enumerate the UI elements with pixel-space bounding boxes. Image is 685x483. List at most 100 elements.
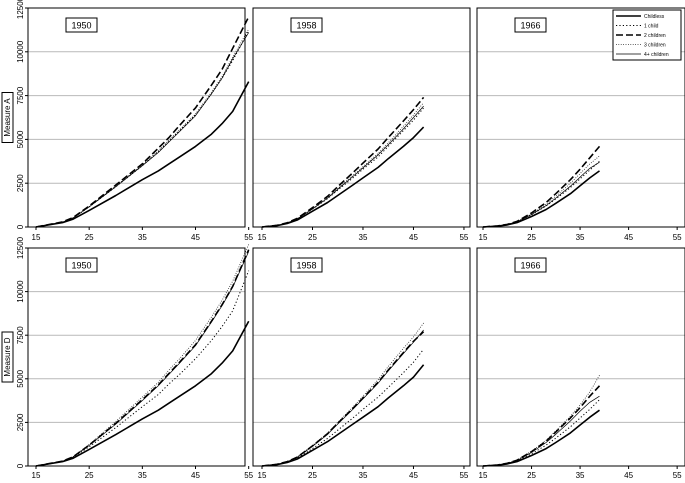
cohort-label: 1950: [71, 21, 91, 31]
cohort-label-box: [290, 17, 323, 33]
series-line-2-children: [261, 331, 425, 467]
series-line-1-child: [261, 348, 424, 467]
series-line-childless: [35, 320, 250, 467]
series-line-childless: [482, 409, 600, 467]
x-tick-label: 45: [409, 233, 418, 242]
panel-frame: [476, 7, 685, 228]
cohort-label: 1958: [296, 21, 316, 31]
y-tick-label: 2500: [16, 174, 25, 192]
legend-label-3-children: 3 children: [644, 42, 666, 48]
series-line-childless: [482, 170, 600, 228]
row-label-box: [1, 92, 14, 143]
cohort-label: 1958: [296, 261, 316, 271]
cohort-label-box: [65, 257, 98, 273]
panel-frame: [252, 7, 471, 228]
x-tick-label: 15: [258, 233, 267, 242]
x-tick-label: 35: [359, 233, 368, 242]
series-line-4plus-children: [482, 395, 600, 467]
panel-frame: [27, 7, 246, 228]
panel-2-3: 15 25 35 45 55 1966: [476, 247, 685, 480]
series-line-childless: [261, 126, 425, 228]
cohort-label: 1966: [520, 21, 540, 31]
row-label-1: Measure A: [1, 92, 14, 143]
cohort-label: 1950: [71, 261, 91, 271]
x-tick-label: 55: [673, 471, 682, 480]
x-tick-label: 15: [479, 471, 488, 480]
x-tick-label: 25: [85, 233, 94, 242]
x-tick-label: 45: [409, 471, 418, 480]
y-tick-label: 2500: [16, 413, 25, 431]
panel-frame: [252, 247, 471, 467]
x-tick-label: 45: [191, 233, 200, 242]
y-tick-label: 10000: [16, 40, 25, 63]
x-tick-label: 45: [624, 233, 633, 242]
x-tick-label: 25: [527, 471, 536, 480]
legend: Childless 1 child 2 children 3 children 4+ c…: [612, 9, 682, 61]
x-tick-label: 25: [308, 233, 317, 242]
x-tick-label: 25: [527, 233, 536, 242]
panel-frame: [27, 247, 246, 467]
x-tick-label: 15: [32, 233, 41, 242]
x-tick-label: 35: [138, 233, 147, 242]
cohort-label-box: [514, 257, 547, 273]
series-line-2-children: [482, 385, 601, 467]
y-tick-label: 12500: [16, 236, 25, 259]
legend-label-2-children: 2 children: [644, 33, 666, 39]
panel-1-1: 15 25 35 45 55 1950: [27, 7, 254, 242]
series-line-4plus-children: [35, 251, 250, 467]
x-tick-label: 35: [359, 471, 368, 480]
legend-label-4plus-children: 4+ children: [644, 52, 669, 58]
y-tick-label: 7500: [16, 326, 25, 344]
x-tick-label: 55: [244, 471, 253, 480]
x-tick-label: 15: [479, 233, 488, 242]
y-tick-label: 12500: [16, 0, 25, 19]
cohort-label-box: [514, 17, 547, 33]
series-line-2-children: [482, 145, 601, 228]
x-tick-label: 25: [85, 471, 94, 480]
panel-2-1: 15 25 35 45 55 1950: [27, 244, 254, 480]
row-label-box: [1, 331, 14, 383]
y-tick-label: 5000: [16, 130, 25, 148]
x-tick-label: 35: [576, 233, 585, 242]
series-line-3-children: [261, 102, 424, 228]
row-label-text: Measure A: [3, 98, 12, 137]
cohort-label: 1966: [520, 261, 540, 271]
x-tick-label: 35: [576, 471, 585, 480]
series-line-4plus-children: [261, 105, 424, 228]
legend-box: [612, 9, 682, 61]
legend-label-1-child: 1 child: [644, 23, 659, 29]
x-tick-label: 15: [258, 471, 267, 480]
panel-1-2: 15 25 35 45 55 1958: [252, 7, 471, 242]
row-label-text: Measure D: [3, 337, 12, 376]
x-tick-label: 45: [191, 471, 200, 480]
series-line-2-children: [35, 249, 250, 467]
panel-2-2: 15 25 35 45 55 1958: [252, 247, 471, 480]
series-line-2-children: [261, 96, 425, 228]
cohort-label-box: [65, 17, 98, 33]
y-tick-label: 7500: [16, 86, 25, 104]
series-line-3-children: [482, 375, 600, 467]
y-tick-label: 10000: [16, 280, 25, 303]
series-line-4plus-children: [35, 32, 249, 228]
series-line-1-child: [482, 160, 600, 228]
series-line-3-children: [35, 28, 250, 228]
x-tick-label: 55: [459, 471, 468, 480]
x-tick-label: 55: [244, 233, 253, 242]
series-line-childless: [261, 364, 425, 467]
series-line-childless: [35, 81, 250, 228]
series-line-3-children: [35, 244, 250, 467]
row-label-2: Measure D: [1, 331, 14, 383]
series-line-3-children: [261, 322, 424, 467]
legend-label-childless: Childless: [644, 14, 665, 20]
x-tick-label: 35: [138, 471, 147, 480]
y-tick-label: 5000: [16, 369, 25, 387]
series-line-4plus-children: [482, 161, 600, 228]
x-tick-label: 45: [624, 471, 633, 480]
series-line-2-children: [35, 16, 250, 228]
y-tick-label: 0: [16, 463, 25, 468]
cohort-label-box: [290, 257, 323, 273]
panel-frame: [476, 247, 685, 467]
series-line-4plus-children: [261, 329, 424, 467]
